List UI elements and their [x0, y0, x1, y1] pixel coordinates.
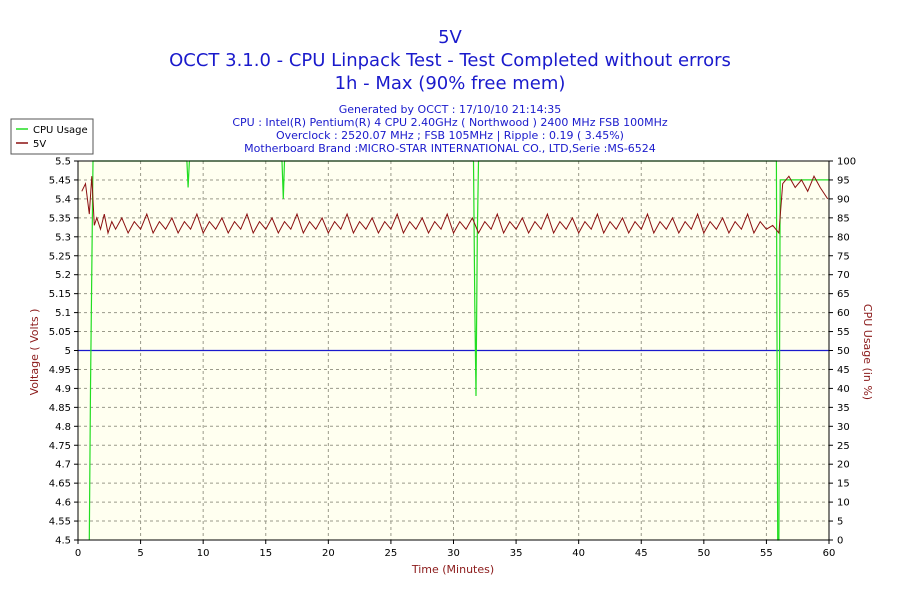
line-5v [81, 175, 829, 235]
series-5v [81, 175, 829, 235]
y2-tick-label: 60 [837, 308, 850, 319]
y-tick-label: 4.6 [55, 498, 71, 509]
x-tick-label: 35 [510, 548, 523, 559]
y-axis-label: Voltage ( Volts ) [28, 309, 41, 396]
x-tick-label: 50 [697, 548, 710, 559]
y2-tick-label: 40 [837, 384, 850, 395]
y2-tick-label: 15 [837, 479, 850, 490]
y2-tick-label: 90 [837, 194, 850, 205]
y2-tick-label: 65 [837, 289, 850, 300]
y2-tick-label: 70 [837, 270, 850, 281]
y-tick-label: 4.8 [55, 422, 71, 433]
y-tick-label: 4.65 [49, 479, 71, 490]
chart-title-line-3: 1h - Max (90% free mem) [334, 73, 566, 94]
y-tick-label: 4.85 [49, 403, 71, 414]
x-axis-ticks: 0 5 10 15 20 25 30 35 40 45 50 55 60 [75, 540, 836, 559]
x-tick-label: 45 [635, 548, 648, 559]
y-tick-label: 5 [65, 346, 71, 357]
y-tick-label: 5.1 [55, 308, 71, 319]
y-tick-label: 5.35 [49, 213, 71, 224]
y-tick-label: 5.15 [49, 289, 71, 300]
x-tick-label: 5 [137, 548, 143, 559]
legend-item-5v-label: 5V [33, 139, 46, 150]
x-axis-label: Time (Minutes) [411, 563, 494, 576]
legend-box [10, 118, 94, 155]
y2-tick-label: 35 [837, 403, 850, 414]
x-tick-label: 20 [322, 548, 335, 559]
y-tick-label: 5.2 [55, 270, 71, 281]
y-tick-label: 4.9 [55, 384, 71, 395]
info-cpu: CPU : Intel(R) Pentium(R) 4 CPU 2.40GHz … [232, 116, 668, 129]
y2-tick-label: 25 [837, 441, 850, 452]
x-tick-label: 25 [385, 548, 398, 559]
y2-tick-label: 85 [837, 213, 850, 224]
chart-title-line-1: 5V [438, 27, 462, 48]
y2-tick-label: 100 [837, 157, 856, 168]
chart-title-line-2: OCCT 3.1.0 - CPU Linpack Test - Test Com… [169, 50, 731, 71]
y-tick-label: 4.95 [49, 365, 71, 376]
legend-item-cpu-usage-label: CPU Usage [33, 125, 88, 136]
x-tick-label: 60 [823, 548, 836, 559]
y2-tick-label: 10 [837, 498, 850, 509]
y-tick-label: 5.4 [55, 194, 71, 205]
y2-tick-label: 30 [837, 422, 850, 433]
legend: CPU Usage 5V [10, 118, 94, 155]
x-tick-label: 0 [75, 548, 81, 559]
y-tick-label: 4.7 [55, 460, 71, 471]
y2-tick-label: 20 [837, 460, 850, 471]
y2-tick-label: 55 [837, 327, 850, 338]
y-tick-label: 4.55 [49, 517, 71, 528]
x-tick-label: 55 [760, 548, 773, 559]
info-overclock: Overclock : 2520.07 MHz ; FSB 105MHz | R… [276, 129, 624, 142]
x-tick-label: 15 [259, 548, 272, 559]
y-tick-label: 5.25 [49, 251, 71, 262]
y2-axis-label: CPU Usage (in %) [861, 304, 874, 400]
info-generated-by: Generated by OCCT : 17/10/10 21:14:35 [338, 103, 562, 116]
grid-lines [78, 161, 829, 540]
y2-tick-label: 5 [837, 517, 843, 528]
y-tick-label: 5.05 [49, 327, 71, 338]
y-tick-label: 4.5 [55, 536, 71, 547]
y2-tick-label: 80 [837, 232, 850, 243]
x-tick-label: 40 [572, 548, 585, 559]
y2-tick-label: 75 [837, 251, 850, 262]
y2-tick-label: 95 [837, 175, 850, 186]
y-tick-label: 5.3 [55, 232, 71, 243]
info-motherboard: Motherboard Brand :MICRO-STAR INTERNATIO… [244, 142, 656, 155]
y-axis-ticks: 4.5 4.55 4.6 4.65 4.7 4.75 4.8 4.85 4.9 4.95 5 5.05… [49, 157, 78, 547]
y-tick-label: 5.5 [55, 157, 71, 168]
y2-tick-label: 0 [837, 536, 843, 547]
y-tick-label: 5.45 [49, 175, 71, 186]
x-tick-label: 30 [447, 548, 460, 559]
y2-tick-label: 45 [837, 365, 850, 376]
y2-tick-label: 50 [837, 346, 850, 357]
y-tick-label: 4.75 [49, 441, 71, 452]
y2-axis-ticks: 0 5 10 15 20 25 30 35 40 45 50 55 60 65 70 75 80 85 90 95 10… [829, 157, 856, 547]
x-tick-label: 10 [197, 548, 210, 559]
